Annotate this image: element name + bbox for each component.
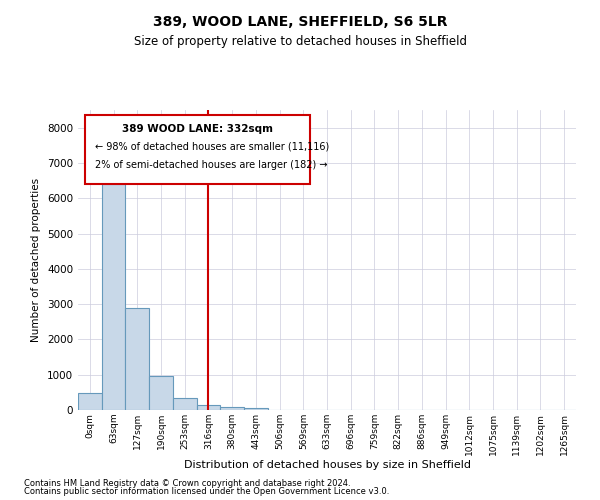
- Text: Size of property relative to detached houses in Sheffield: Size of property relative to detached ho…: [133, 35, 467, 48]
- Bar: [125, 308, 149, 410]
- Bar: [78, 393, 102, 410]
- Text: Contains public sector information licensed under the Open Government Licence v3: Contains public sector information licen…: [24, 487, 389, 496]
- Bar: [220, 406, 244, 410]
- Text: 2% of semi-detached houses are larger (182) →: 2% of semi-detached houses are larger (1…: [95, 160, 328, 170]
- Text: ← 98% of detached houses are smaller (11,116): ← 98% of detached houses are smaller (11…: [95, 142, 329, 152]
- Text: 389 WOOD LANE: 332sqm: 389 WOOD LANE: 332sqm: [122, 124, 273, 134]
- FancyBboxPatch shape: [85, 114, 310, 184]
- X-axis label: Distribution of detached houses by size in Sheffield: Distribution of detached houses by size …: [184, 460, 470, 470]
- Bar: [244, 408, 268, 410]
- Bar: [149, 376, 173, 410]
- Bar: [102, 184, 125, 410]
- Text: Contains HM Land Registry data © Crown copyright and database right 2024.: Contains HM Land Registry data © Crown c…: [24, 478, 350, 488]
- Bar: [197, 404, 220, 410]
- Y-axis label: Number of detached properties: Number of detached properties: [31, 178, 41, 342]
- Bar: [173, 398, 197, 410]
- Text: 389, WOOD LANE, SHEFFIELD, S6 5LR: 389, WOOD LANE, SHEFFIELD, S6 5LR: [153, 15, 447, 29]
